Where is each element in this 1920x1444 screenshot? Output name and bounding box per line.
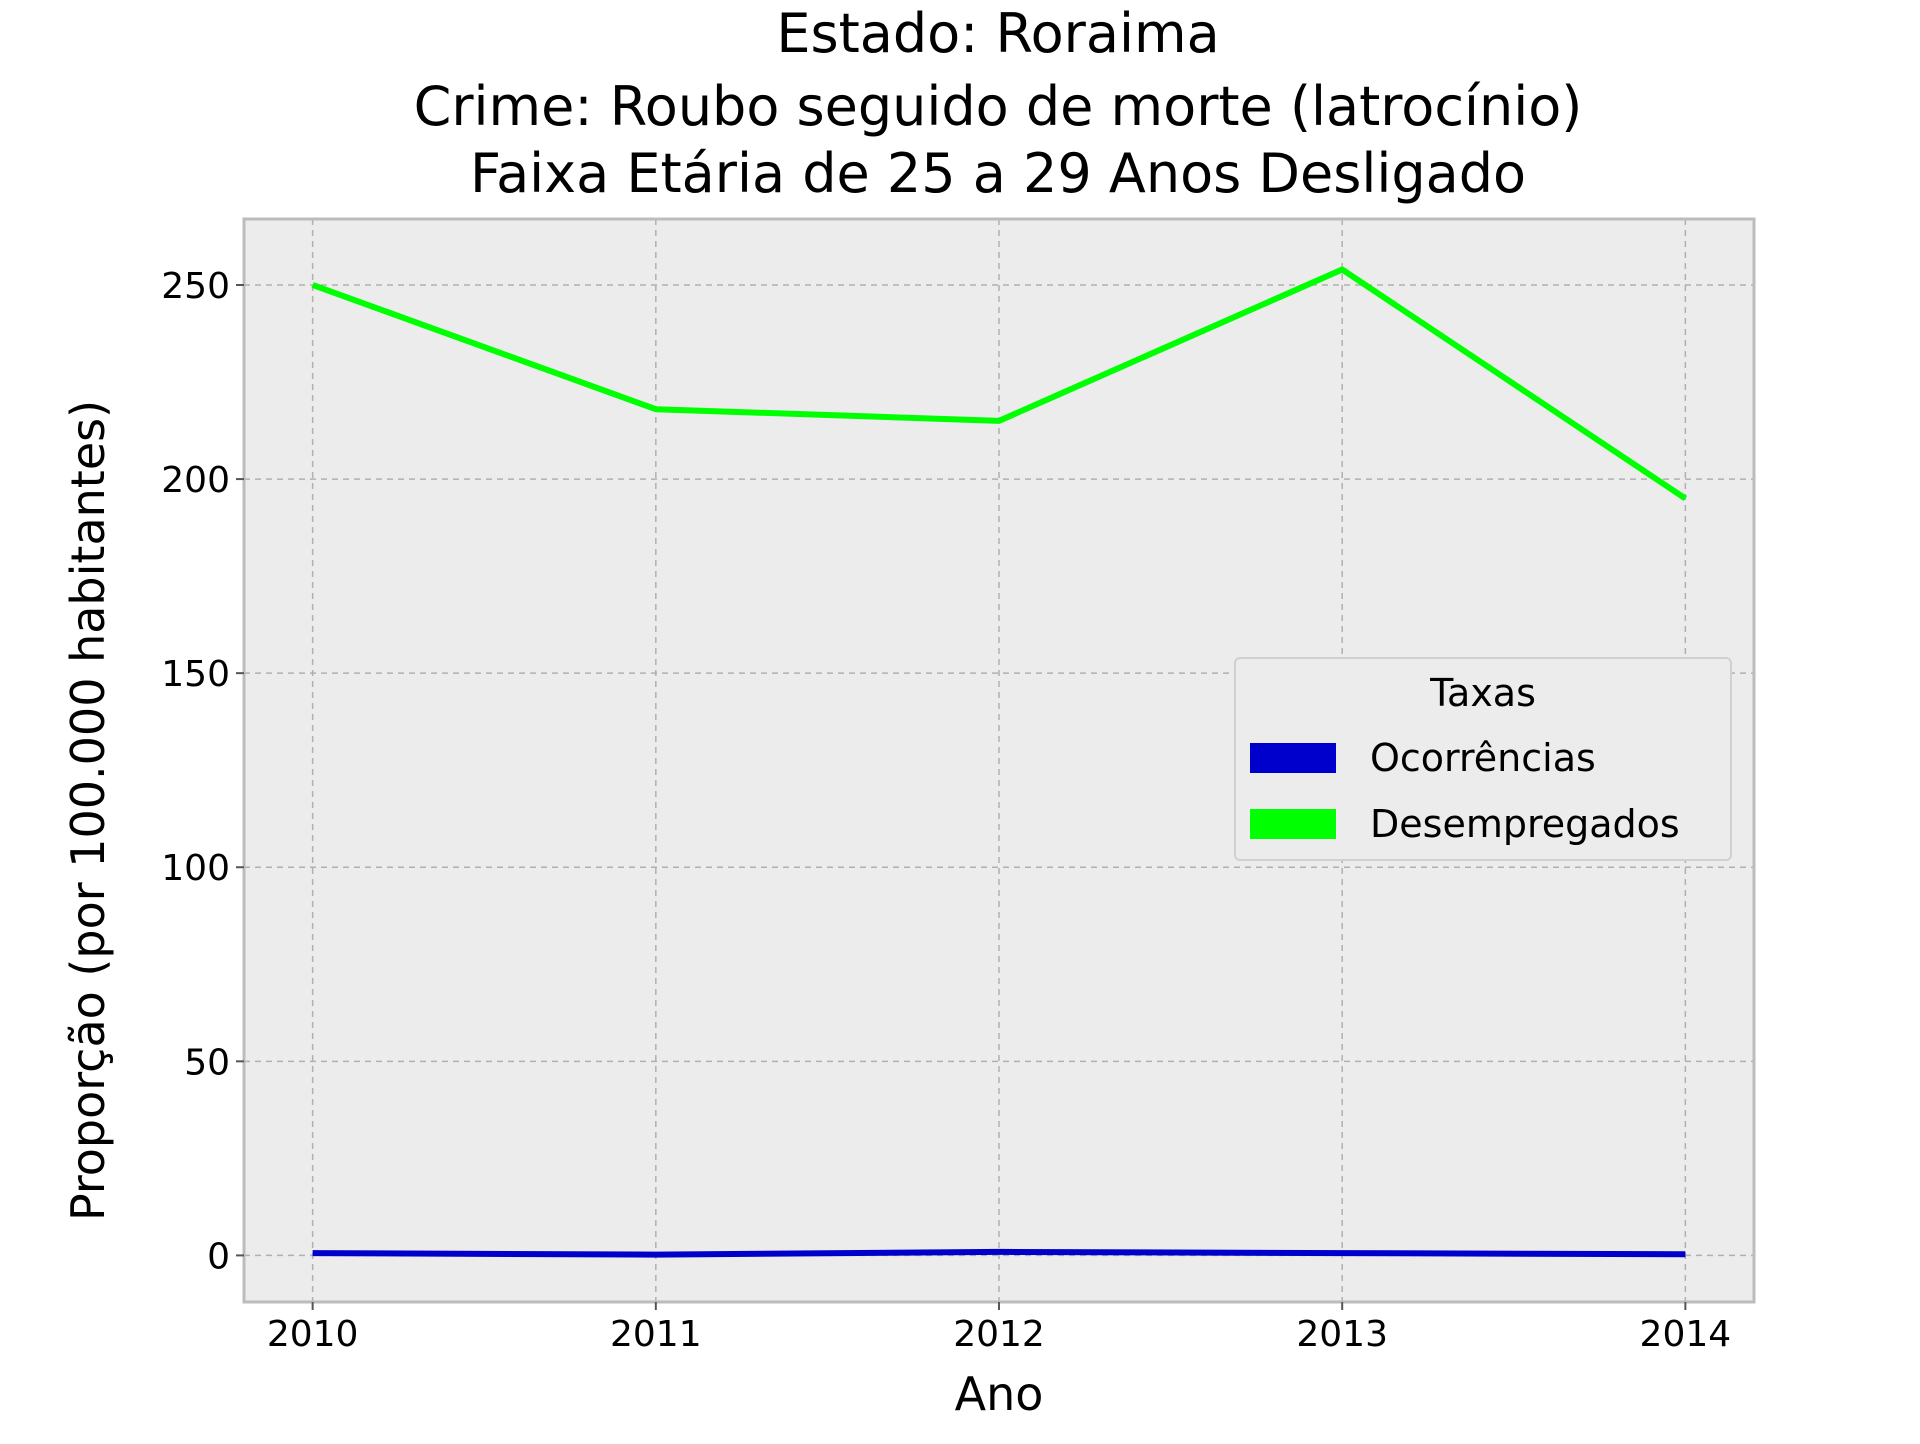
x-axis-label: Ano: [955, 1367, 1044, 1421]
y-tick-label-0: 0: [207, 1236, 230, 1277]
y-tick-label-50: 50: [184, 1042, 230, 1083]
x-tick-label-2013: 2013: [1296, 1314, 1388, 1355]
legend-title: Taxas: [1429, 671, 1536, 715]
y-tick-label-200: 200: [161, 460, 230, 501]
title-line-3: Faixa Etária de 25 a 29 Anos Desligado: [470, 142, 1526, 205]
chart-title: Estado: Roraima Crime: Roubo seguido de m…: [414, 2, 1583, 205]
y-axis-ticks: 0 50 100 150 200 250: [161, 266, 244, 1277]
x-tick-label-2011: 2011: [610, 1314, 702, 1355]
title-line-2: Crime: Roubo seguido de morte (latrocíni…: [414, 75, 1583, 138]
x-tick-label-2012: 2012: [953, 1314, 1045, 1355]
y-tick-label-150: 150: [161, 654, 230, 695]
legend: Taxas Ocorrências Desempregados: [1235, 658, 1731, 860]
x-axis-ticks: 2010 2011 2012 2013 2014: [267, 1302, 1731, 1355]
title-line-1: Estado: Roraima: [776, 2, 1219, 65]
x-tick-label-2010: 2010: [267, 1314, 359, 1355]
y-axis-label: Proporção (por 100.000 habitantes): [61, 400, 115, 1221]
x-tick-label-2014: 2014: [1640, 1314, 1732, 1355]
y-tick-label-250: 250: [161, 266, 230, 307]
y-tick-label-100: 100: [161, 848, 230, 889]
legend-label-2: Desempregados: [1370, 802, 1680, 846]
series-line-1: [313, 1252, 1686, 1255]
legend-swatch-2: [1250, 809, 1336, 839]
legend-swatch-1: [1250, 743, 1336, 773]
legend-label-1: Ocorrências: [1370, 736, 1596, 780]
